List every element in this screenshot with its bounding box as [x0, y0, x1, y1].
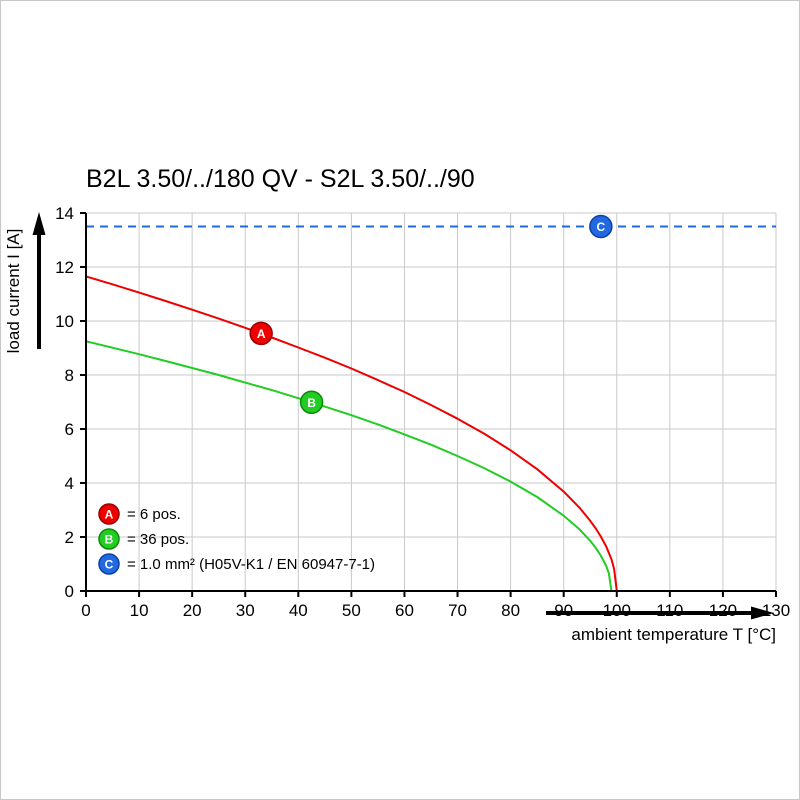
legend-marker-B — [98, 528, 120, 550]
curve-B — [85, 340, 613, 592]
x-tick-label: 20 — [183, 601, 202, 620]
curve-marker-letter-B: B — [307, 396, 316, 410]
x-tick-label: 120 — [709, 601, 737, 620]
legend-label-B: = 36 pos. — [127, 531, 189, 548]
x-tick-label: 50 — [342, 601, 361, 620]
chart-title: B2L 3.50/../180 QV - S2L 3.50/../90 — [86, 165, 475, 193]
legend-marker-letter-C: C — [105, 558, 114, 572]
x-tick-label: 70 — [448, 601, 467, 620]
x-tick-label: 10 — [130, 601, 149, 620]
x-axis-label: ambient temperature T [°C] — [571, 625, 776, 644]
x-axis-arrow — [546, 606, 774, 620]
legend-label-A: = 6 pos. — [127, 506, 181, 523]
x-tick-label: 90 — [554, 601, 573, 620]
y-tick-label: 6 — [65, 420, 74, 439]
legend-marker-C — [98, 553, 120, 575]
y-axis-arrow — [32, 212, 46, 349]
y-tick-label: 8 — [65, 366, 74, 385]
plot-area: 0 10 20 30 40 50 60 70 80 90 100 110 120 130 0 2 4 6 8 10 12… — [55, 204, 790, 620]
x-tick-label: 80 — [501, 601, 520, 620]
curve-marker-A — [249, 321, 273, 346]
curve-marker-letter-C: C — [597, 220, 606, 234]
x-tick-label: 60 — [395, 601, 414, 620]
y-tick-label: 10 — [55, 312, 74, 331]
x-tick-label: 100 — [603, 601, 631, 620]
y-tick-label: 12 — [55, 258, 74, 277]
y-tick-label: 14 — [55, 204, 74, 223]
curve-marker-B — [299, 390, 324, 415]
y-axis-label: load current I [A] — [4, 229, 23, 354]
curve-marker-C — [589, 214, 613, 239]
legend-marker-letter-A: A — [105, 508, 114, 522]
x-tick-label: 0 — [81, 601, 90, 620]
x-tick-label: 30 — [236, 601, 255, 620]
curve-marker-letter-A: A — [257, 327, 266, 341]
y-tick-label: 4 — [65, 474, 74, 493]
curve-A — [85, 275, 618, 592]
y-tick-label: 2 — [65, 528, 74, 547]
legend-marker-letter-B: B — [105, 533, 114, 547]
legend-label-C: = 1.0 mm² (H05V-K1 / EN 60947-7-1) — [127, 556, 375, 573]
y-tick-label: 0 — [65, 582, 74, 601]
legend-marker-A — [98, 503, 120, 525]
x-tick-label: 130 — [762, 601, 790, 620]
x-tick-label: 40 — [289, 601, 308, 620]
x-tick-label: 110 — [656, 601, 683, 620]
